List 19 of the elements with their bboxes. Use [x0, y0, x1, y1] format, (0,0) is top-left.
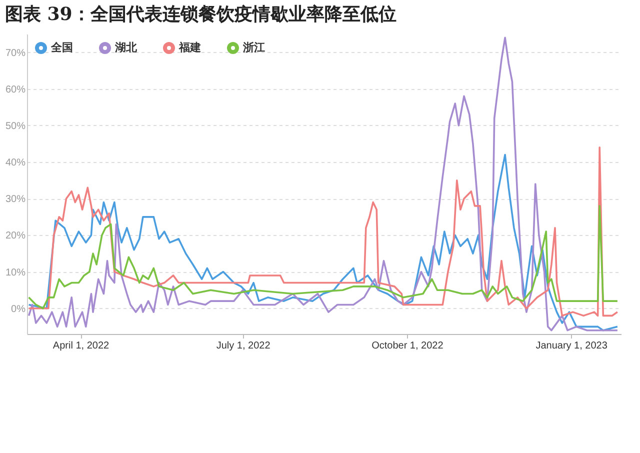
line-series: [28, 36, 618, 332]
y-tick-label: 30%: [5, 194, 26, 206]
y-tick-label: 10%: [5, 267, 26, 278]
x-tick-label: October 1, 2022: [372, 340, 444, 352]
y-tick-label: 40%: [5, 158, 26, 169]
chart-title: 图表 39：全国代表连锁餐饮疫情歇业率降至低位: [4, 4, 396, 25]
y-tick-label: 0%: [11, 304, 26, 315]
legend-label: 全国: [50, 41, 73, 54]
y-tick-label: 70%: [5, 48, 26, 59]
y-tick-label: 20%: [5, 230, 26, 242]
legend-label: 湖北: [114, 41, 138, 54]
x-tick-label: January 1, 2023: [536, 340, 608, 352]
y-tick-label: 60%: [5, 84, 26, 96]
y-tick-label: 50%: [5, 120, 26, 132]
x-tick-label: July 1, 2022: [216, 340, 271, 352]
legend-label: 浙江: [242, 41, 265, 54]
legend-label: 福建: [178, 41, 201, 54]
x-tick-label: April 1, 2022: [52, 340, 110, 352]
line-series: [28, 205, 618, 310]
